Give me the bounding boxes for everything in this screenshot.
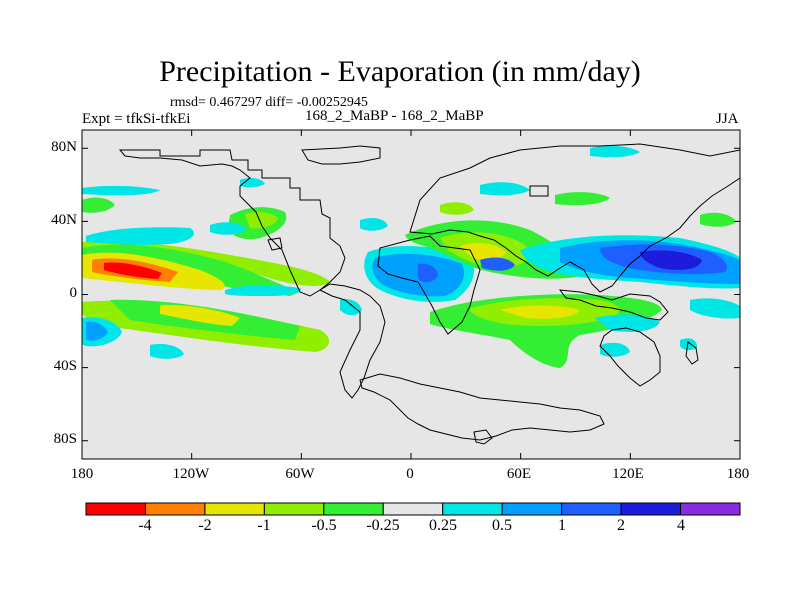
x-tick-label: 180 (70, 466, 94, 482)
coastline (529, 185, 549, 197)
colorbar-label: -0.5 (311, 517, 337, 534)
colorbar-label: 2 (617, 517, 625, 534)
season-label: JJA (716, 111, 739, 127)
contour-region (104, 262, 162, 279)
colorbar-swatch (85, 502, 146, 516)
contour-region (690, 298, 740, 319)
colorbar-label: -4 (138, 517, 152, 534)
contour-region (245, 211, 278, 229)
coastline (118, 149, 346, 297)
contour-region (150, 344, 184, 359)
contour-region (480, 182, 530, 196)
x-tick-label: 60E (506, 466, 532, 482)
contour-region (555, 192, 610, 206)
colorbar-swatch (561, 502, 622, 516)
colorbar-swatch (204, 502, 265, 516)
colorbar-swatch (263, 502, 325, 516)
coastline (409, 143, 740, 293)
contour-region (340, 299, 362, 316)
contour-region (240, 177, 265, 188)
colorbar-swatch (144, 502, 206, 516)
rmsd-diff-stats: rmsd= 0.467297 diff= -0.00252945 (170, 95, 368, 110)
run-names-label: 168_2_MaBP - 168_2_MaBP (305, 108, 484, 124)
x-tick-label: 120E (612, 466, 644, 482)
contour-region (590, 145, 640, 158)
contour-region (595, 314, 660, 332)
colorbar-label: 0.5 (492, 517, 512, 534)
contour-region (82, 240, 330, 286)
axis-ticks (81, 130, 741, 459)
contour-region (86, 227, 194, 245)
contour-region (460, 243, 506, 260)
contour-fields (82, 145, 740, 368)
contour-region (160, 304, 240, 326)
coastlines (118, 143, 740, 445)
colorbar-label: 1 (558, 517, 566, 534)
contour-region (680, 338, 698, 351)
x-tick-label: 180 (726, 466, 750, 482)
colorbar-swatch (382, 502, 444, 516)
y-tick-label: 80S (53, 431, 77, 447)
colorbar-swatch (323, 502, 384, 516)
contour-region (82, 197, 115, 213)
colorbar-label: -0.25 (366, 517, 400, 534)
contour-region (480, 257, 515, 271)
coastline (377, 235, 481, 335)
coastline (558, 289, 669, 321)
coastline (359, 373, 605, 441)
y-tick-label: 0 (69, 285, 78, 301)
contour-region (210, 222, 246, 235)
x-tick-label: 120W (172, 466, 210, 482)
colorbar-label: 4 (677, 517, 685, 534)
coastline (473, 429, 493, 445)
experiment-label: Expt = tfkSi-tfkEi (82, 111, 191, 127)
colorbar-swatch (442, 502, 503, 516)
colorbar-label: -1 (257, 517, 271, 534)
colorbar-swatch (620, 502, 682, 516)
contour-region (418, 263, 438, 283)
colorbar-label: -2 (198, 517, 212, 534)
contour-region (225, 285, 301, 296)
page-title: Precipitation - Evaporation (in mm/day) (159, 55, 641, 88)
contour-region (500, 305, 580, 319)
coastline (685, 341, 699, 365)
coastline (267, 237, 283, 251)
y-tick-label: 40S (53, 358, 77, 374)
y-tick-label: 40N (51, 212, 77, 228)
contour-region (86, 321, 108, 341)
y-tick-label: 80N (51, 139, 77, 155)
colorbar-swatch (680, 502, 741, 516)
colorbar-label: 0.25 (429, 517, 457, 534)
contour-region (440, 202, 474, 215)
coastline (301, 145, 381, 165)
coastline (599, 327, 661, 387)
x-tick-label: 0 (406, 466, 414, 482)
contour-region (360, 218, 388, 231)
contour-region (640, 250, 702, 270)
contour-region (700, 212, 736, 227)
x-tick-label: 60W (285, 466, 315, 482)
colorbar-swatch (501, 502, 563, 516)
colorbar (85, 502, 741, 516)
contour-region (82, 185, 160, 196)
